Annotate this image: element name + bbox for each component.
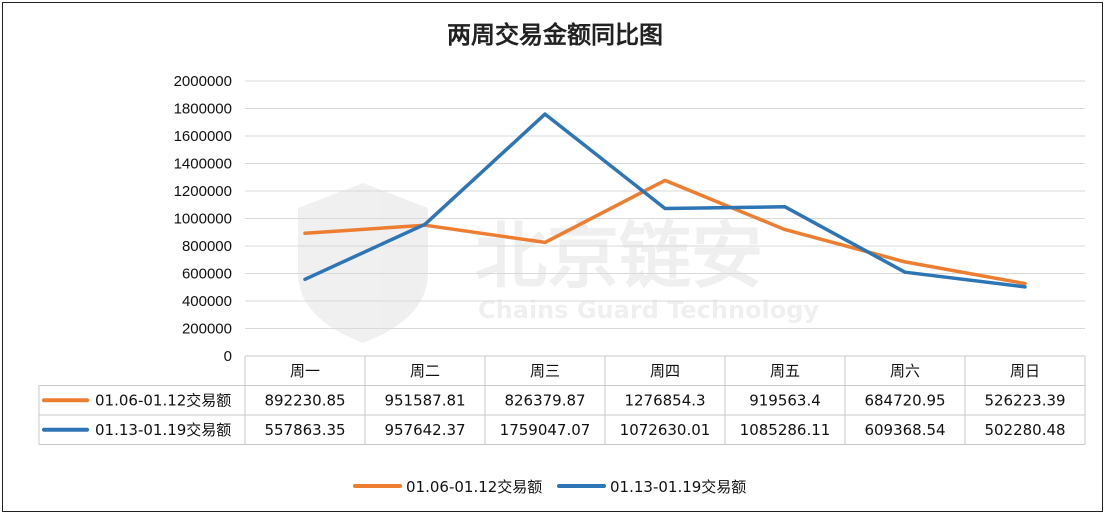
watermark-subtext: Chains Guard Technology	[478, 296, 819, 324]
y-axis-ticks: 0 200000 400000 600000 800000 1000000 1200000 1…	[174, 73, 232, 365]
chart-title: 两周交易金额同比图	[447, 21, 663, 49]
data-cell: 1276854.3	[624, 392, 705, 410]
category-label: 周日	[1010, 362, 1040, 380]
data-cell: 957642.37	[384, 421, 465, 439]
y-tick-label: 2000000	[174, 73, 232, 90]
y-tick-label: 1800000	[174, 101, 232, 118]
series-lines	[303, 112, 1027, 289]
gridlines	[245, 80, 1085, 329]
watermark-text: 北京链安	[475, 214, 763, 298]
data-cell: 1085286.11	[740, 421, 831, 439]
data-cell: 951587.81	[384, 392, 465, 410]
series-row-label: 01.13-01.19交易额	[95, 421, 231, 439]
y-tick-label: 1000000	[174, 211, 232, 228]
y-tick-label: 1600000	[174, 128, 232, 145]
data-table: 周一 周二 周三 周四 周五 周六 周日 01.06-01.12交易额 892230.85 951…	[38, 355, 1086, 445]
y-tick-label: 800000	[182, 238, 232, 255]
data-cell: 684720.95	[864, 392, 945, 410]
data-cell: 609368.54	[864, 421, 945, 439]
y-tick-label: 400000	[182, 293, 232, 310]
y-tick-label: 1400000	[174, 156, 232, 173]
category-label: 周六	[890, 362, 920, 380]
data-cell: 1759047.07	[500, 421, 591, 439]
data-cell: 826379.87	[504, 392, 585, 410]
legend-label: 01.13-01.19交易额	[610, 478, 746, 496]
category-label: 周四	[650, 362, 680, 380]
data-cell: 1072630.01	[620, 421, 711, 439]
shield-logo-icon	[298, 183, 428, 343]
category-label: 周二	[410, 362, 440, 380]
y-tick-label: 0	[224, 348, 232, 365]
y-tick-label: 200000	[182, 321, 232, 338]
data-cell: 557863.35	[264, 421, 345, 439]
series-row-label: 01.06-01.12交易额	[95, 392, 231, 410]
category-label: 周五	[770, 362, 800, 380]
legend: 01.06-01.12交易额 01.13-01.19交易额	[353, 478, 746, 496]
data-cell: 502280.48	[984, 421, 1065, 439]
y-tick-label: 1200000	[174, 183, 232, 200]
data-cell: 892230.85	[264, 392, 345, 410]
category-label: 周三	[530, 362, 560, 380]
line-chart: 北京链安 Chains Guard Technology 两周交易金额同比图 0…	[38, 21, 1086, 496]
legend-label: 01.06-01.12交易额	[406, 478, 542, 496]
category-label: 周一	[290, 362, 320, 380]
data-cell: 919563.4	[749, 392, 821, 410]
data-cell: 526223.39	[984, 392, 1065, 410]
watermark: 北京链安 Chains Guard Technology	[298, 183, 819, 343]
y-tick-label: 600000	[182, 266, 232, 283]
